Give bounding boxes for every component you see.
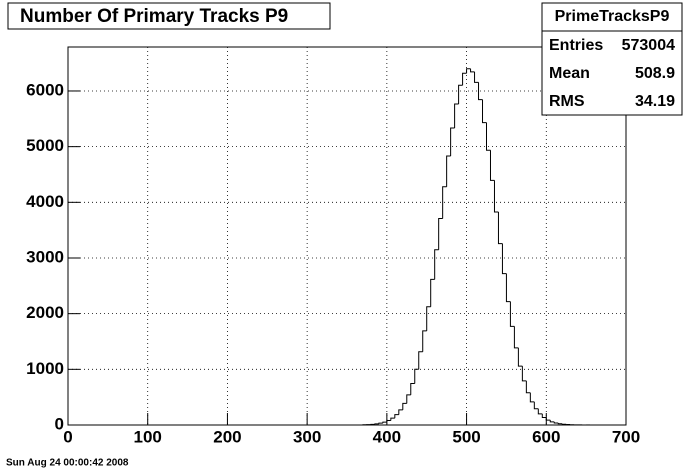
histogram-bin [517,347,523,367]
histogram-bin [402,402,407,410]
stats-value: 573004 [622,37,675,54]
histogram-bin [418,351,423,370]
stats-label: Entries [549,37,603,54]
histogram-bin [422,330,427,352]
histogram-bin [434,249,439,280]
histogram-bin [486,122,491,151]
histogram-bin [533,401,539,410]
histogram-bin [553,421,559,424]
histogram-bin [509,301,515,327]
x-tick-label: 100 [134,427,162,446]
histogram-bin [529,392,535,403]
histogram-bin [545,417,551,421]
y-tick-label: 1000 [26,359,64,378]
footer-date: Sun Aug 24 00:00:42 2008 [6,458,129,469]
histogram-bin [525,380,531,394]
histogram-bin [386,419,391,423]
histogram-bin [378,422,383,424]
histogram-bin [414,368,419,384]
histogram-bin [454,103,459,128]
x-tick-label: 200 [213,427,241,446]
title-box [7,2,331,30]
histogram-bin [549,420,555,423]
histogram-bin [442,186,447,219]
y-tick-label: 2000 [26,303,64,322]
histogram-bin [462,72,467,86]
plot-frame [67,46,627,426]
histogram-bin [398,409,403,415]
histogram-bin [521,366,527,382]
histogram-bin [382,421,387,424]
histogram-bin [561,423,567,425]
histogram-bin [505,273,511,303]
histogram-bin [470,68,475,73]
histogram-bin [466,68,471,74]
stats-value: 34.19 [635,93,675,110]
x-tick-label: 500 [452,427,480,446]
y-tick-label: 6000 [26,80,64,99]
x-tick-label: 300 [293,427,321,446]
histogram-bin [430,278,435,307]
histogram-bin [458,84,463,104]
y-tick-label: 3000 [26,247,64,266]
stats-label: Mean [549,65,590,82]
x-tick-label: 0 [63,427,72,446]
histogram-bin [410,382,415,395]
histogram-bin [450,127,455,157]
histogram-bin [474,71,479,83]
y-tick-label: 5000 [26,136,64,155]
histogram-bin [446,155,451,187]
histogram-bin [390,417,395,421]
histogram-bin [497,212,503,245]
histogram-bin [438,217,443,250]
chart-title: Number Of Primary Tracks P9 [20,6,288,27]
histogram-bin [513,326,519,349]
histogram-bin [482,99,487,124]
x-tick-label: 700 [612,427,640,446]
stats-value: 508.9 [635,65,675,82]
y-tick-label: 0 [55,414,64,433]
histogram-bin [501,243,507,275]
histogram-bin [406,394,411,404]
histogram-bin [557,422,563,425]
histogram-bin [541,413,547,418]
histogram-bin [489,150,495,181]
histogram-bin [478,82,483,101]
histogram-bin [493,180,499,213]
y-tick-label: 4000 [26,192,64,211]
histogram-bin [426,306,431,331]
x-tick-label: 400 [373,427,401,446]
stats-box [541,2,683,116]
stats-label: RMS [549,93,585,110]
x-tick-label: 600 [532,427,560,446]
histogram-bin [394,414,399,419]
histogram-bin [537,408,543,415]
stats-title: PrimeTracksP9 [555,8,670,25]
